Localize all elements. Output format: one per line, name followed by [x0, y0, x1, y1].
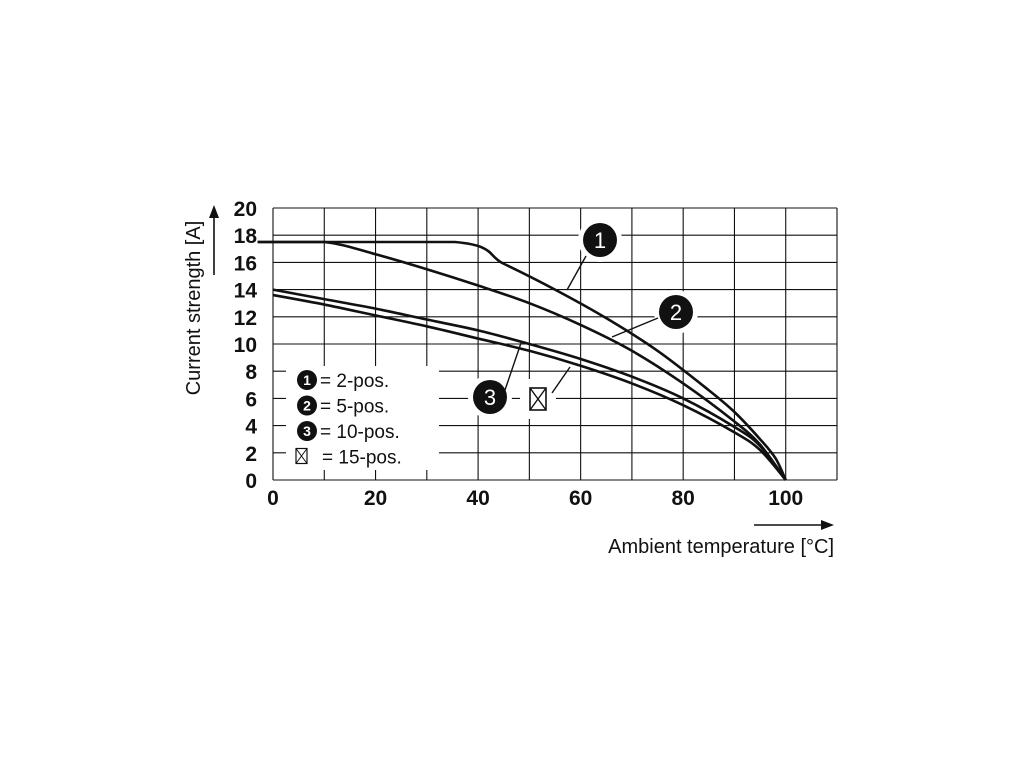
callout-box-diag	[529, 387, 547, 411]
x-axis-title-group: Ambient temperature [°C]	[608, 520, 834, 558]
x-tick-label: 40	[466, 487, 489, 510]
series-line-2	[257, 240, 787, 481]
x-tick-label: 0	[267, 487, 279, 510]
callout-leader	[504, 342, 522, 391]
callout-label: 3	[484, 385, 496, 410]
series-line-3	[272, 288, 787, 481]
y-tick-label: 6	[245, 388, 257, 411]
callout-badge	[659, 295, 693, 329]
y-axis-title: Current strength [A]	[183, 221, 205, 396]
legend-marker-3	[297, 421, 317, 441]
callout-4	[520, 366, 571, 419]
y-tick-label: 8	[245, 361, 257, 384]
y-axis-title-group: Current strength [A]	[183, 205, 219, 395]
x-axis-arrow-head	[821, 520, 834, 530]
callout-leader	[566, 255, 587, 291]
y-tick-label: 20	[234, 198, 257, 221]
legend-marker-number: 2	[303, 398, 311, 414]
callout-label: 2	[670, 300, 682, 325]
legend-label-4: = 15-pos.	[322, 448, 402, 469]
callout-leader	[611, 317, 659, 338]
callout-label: 1	[594, 228, 606, 253]
x-tick-label: 80	[672, 487, 695, 510]
callout-badge	[583, 223, 617, 257]
y-tick-label: 10	[234, 334, 257, 357]
y-tick-label: 2	[245, 443, 257, 466]
x-tick-label: 60	[569, 487, 592, 510]
x-tick-label: 20	[364, 487, 387, 510]
y-tick-label: 4	[245, 416, 257, 439]
callout-3: 3	[468, 342, 522, 419]
legend-label-3: = 10-pos.	[320, 422, 400, 443]
y-tick-label: 16	[234, 252, 257, 275]
callout-badge	[473, 380, 507, 414]
x-tick-label: 100	[768, 487, 803, 510]
callout-2: 2	[611, 290, 698, 338]
legend-marker-diag	[295, 448, 308, 464]
callout-1: 1	[566, 218, 622, 291]
legend: 1 = 2-pos. 2 = 5-pos. 3 = 10-pos. = 15-pos.	[286, 366, 439, 470]
legend-marker-number: 3	[303, 423, 311, 439]
y-tick-label: 12	[234, 307, 257, 330]
series-layer	[257, 240, 787, 481]
y-axis-arrow-head	[209, 205, 219, 218]
legend-label-2: = 5-pos.	[320, 397, 389, 418]
y-tick-label: 14	[234, 280, 258, 303]
legend-marker-2	[297, 395, 317, 416]
x-axis-title: Ambient temperature [°C]	[608, 536, 834, 558]
series-line-4	[272, 293, 787, 481]
legend-marker-number: 1	[303, 372, 311, 388]
callouts: 1 2 3	[468, 218, 698, 419]
callout-leader	[551, 366, 571, 394]
y-tick-label: 0	[245, 470, 257, 493]
series-line-1	[257, 240, 787, 481]
y-tick-label: 18	[234, 225, 258, 248]
legend-label-1: = 2-pos.	[320, 371, 389, 392]
legend-marker-1	[297, 370, 317, 390]
